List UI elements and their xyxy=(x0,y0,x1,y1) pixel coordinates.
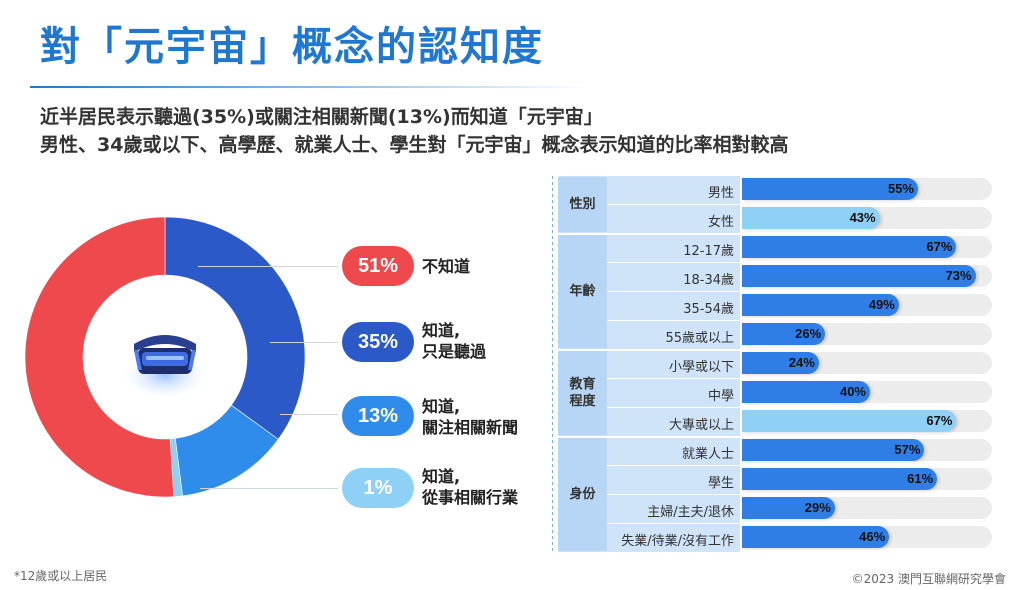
bar-value-label: 55% xyxy=(887,181,914,196)
dashed-divider xyxy=(552,176,553,552)
label-follow-news: 知道, 關注相關新聞 xyxy=(422,397,519,437)
leader-line xyxy=(280,414,338,415)
bar-value-label: 49% xyxy=(868,297,895,312)
category-label: 教育 程度 xyxy=(558,351,607,435)
bar-value-label: 61% xyxy=(907,471,934,486)
bar xyxy=(742,323,826,345)
row-divider xyxy=(607,320,740,321)
pct-pill-follow-news: 13% xyxy=(342,396,414,436)
group-divider xyxy=(558,233,740,235)
bar-row-label: 主婦/主夫/退休 xyxy=(647,505,734,520)
bar-value-label: 40% xyxy=(839,384,866,399)
footnote: *12歲或以上居民 xyxy=(14,569,108,583)
bar-value-label: 67% xyxy=(926,239,953,254)
page-title: 對「元宇宙」概念的認知度 xyxy=(40,24,544,70)
bar xyxy=(742,207,880,229)
category-label: 年齡 xyxy=(558,235,607,348)
bar-value-label: 73% xyxy=(945,268,972,283)
bar-row-label: 中學 xyxy=(707,389,734,404)
donut-svg xyxy=(24,216,306,498)
title-underline xyxy=(30,86,590,88)
row-divider xyxy=(607,494,740,495)
pct-pill-work-related: 1% xyxy=(342,468,414,508)
bar xyxy=(742,265,976,287)
bar-row-label: 35-54歲 xyxy=(683,302,734,317)
row-divider xyxy=(607,407,740,408)
bar xyxy=(742,410,957,432)
bar xyxy=(742,236,957,258)
subtitle-line-2: 男性、34歲或以下、高學歷、就業人士、學生對「元宇宙」概念表示知道的比率相對較高 xyxy=(40,134,789,156)
bar-row-label: 小學或以下 xyxy=(668,360,734,375)
bar xyxy=(742,526,890,548)
category-label: 身份 xyxy=(558,438,607,551)
bar-row-label: 女性 xyxy=(707,215,734,230)
leader-line xyxy=(270,342,338,343)
vr-headset-image xyxy=(112,304,218,410)
label-heard-only: 知道, 只是聽過 xyxy=(422,321,487,361)
category-column: 性別 年齡 教育 程度 身份 xyxy=(558,176,607,552)
bar xyxy=(742,497,835,519)
bar-row-label: 男性 xyxy=(707,186,734,201)
bar-value-label: 43% xyxy=(849,210,876,225)
bar-row-label: 大專或以上 xyxy=(668,418,734,433)
copyright: ©2023 澳門互聯網研究學會 xyxy=(851,572,1006,586)
donut-chart xyxy=(20,212,310,502)
label-work-related: 知道, 從事相關行業 xyxy=(422,467,519,507)
bar-value-label: 46% xyxy=(859,529,886,544)
pct-pill-not-know: 51% xyxy=(342,246,414,286)
row-divider xyxy=(607,204,740,205)
bar xyxy=(742,294,899,316)
bar-row-label: 12-17歲 xyxy=(683,244,734,259)
group-divider xyxy=(558,436,740,438)
leader-line xyxy=(200,488,338,489)
bar-value-label: 26% xyxy=(795,326,822,341)
bar xyxy=(742,352,819,374)
bar-row-label: 18-34歲 xyxy=(683,273,734,288)
row-divider xyxy=(607,291,740,292)
bar-row-label: 學生 xyxy=(707,476,734,491)
group-divider xyxy=(558,349,740,351)
donut-slice-1 xyxy=(164,216,306,440)
pct-pill-heard-only: 35% xyxy=(342,322,414,362)
leader-line xyxy=(198,266,338,267)
row-divider xyxy=(607,465,740,466)
category-label: 性別 xyxy=(558,177,607,232)
bar-row-label: 55歲或以上 xyxy=(665,331,734,346)
label-not-know: 不知道 xyxy=(422,257,471,276)
bar-value-label: 24% xyxy=(788,355,815,370)
row-divider xyxy=(607,523,740,524)
bar-value-label: 67% xyxy=(926,413,953,428)
bar xyxy=(742,468,938,490)
row-divider xyxy=(607,262,740,263)
bar xyxy=(742,381,870,403)
row-divider xyxy=(607,378,740,379)
bar-row-label: 就業人士 xyxy=(681,447,734,462)
bar-value-label: 57% xyxy=(894,442,921,457)
bar xyxy=(742,178,918,200)
bar-value-label: 29% xyxy=(804,500,831,515)
bar xyxy=(742,439,925,461)
subtitle-line-1: 近半居民表示聽過(35%)或關注相關新聞(13%)而知道「元宇宙」 xyxy=(40,106,603,128)
bar-row-label: 失業/待業/沒有工作 xyxy=(621,534,734,549)
donut-slice-0 xyxy=(24,216,175,498)
